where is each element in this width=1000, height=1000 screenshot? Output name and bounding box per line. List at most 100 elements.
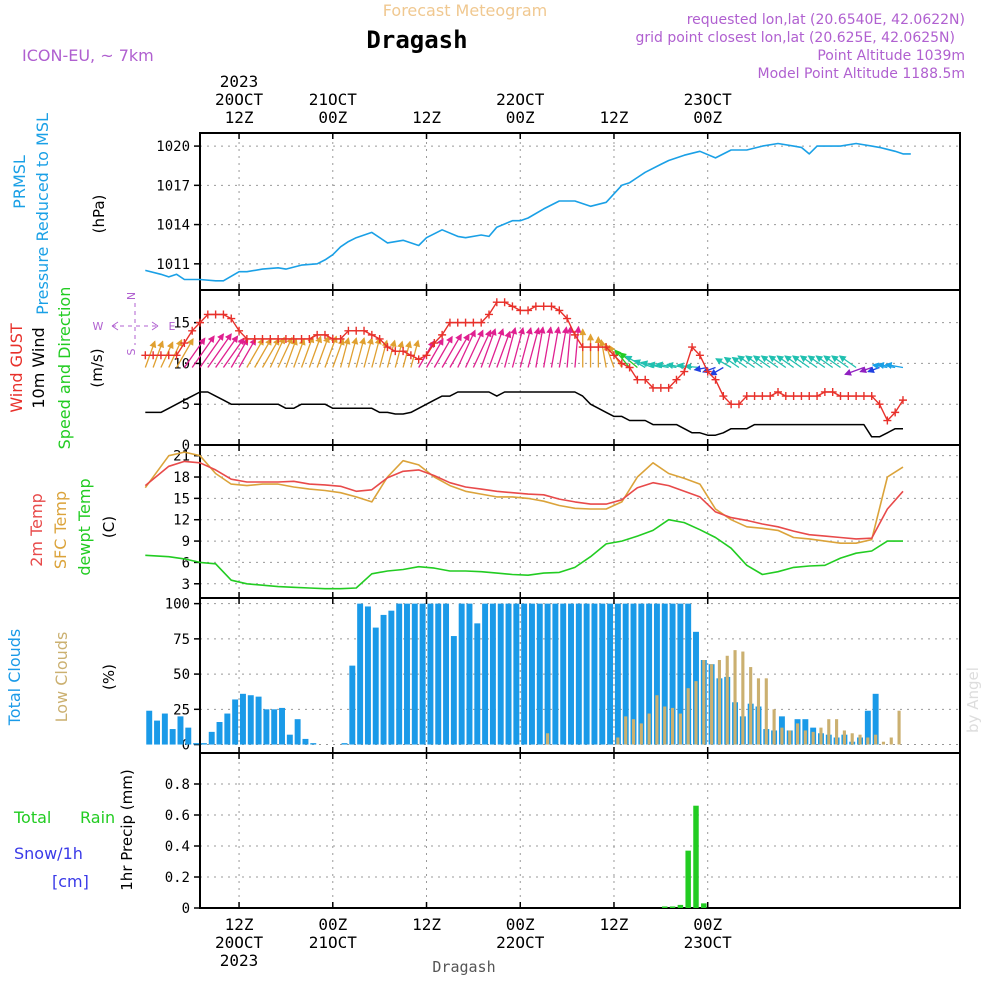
wind-arrow-head	[608, 344, 616, 353]
wind-arrow-shaft	[457, 330, 476, 368]
low-cloud-bar	[889, 737, 893, 745]
gust-point	[711, 375, 720, 384]
low-cloud-bar	[686, 688, 690, 745]
wind-arrow-head	[594, 335, 602, 343]
gust-point	[524, 306, 533, 315]
gust-point	[360, 326, 369, 335]
total-cloud-bar	[419, 603, 426, 745]
wind-arrow	[363, 337, 374, 368]
total-cloud-bar	[568, 603, 574, 745]
low-cloud-bar	[749, 667, 753, 745]
gust-point	[508, 302, 517, 311]
wind-arrow	[574, 325, 582, 368]
wind-arrow-head	[684, 363, 692, 371]
gust-point	[188, 326, 197, 335]
wind-arrow	[737, 355, 755, 369]
wind-arrow-head	[633, 359, 641, 366]
total-cloud-bar	[255, 696, 262, 745]
total-cloud-bar	[591, 603, 598, 745]
wind-arrow	[535, 326, 546, 368]
total-cloud-bar	[294, 719, 301, 745]
model-label: ICON-EU, ~ 7km	[22, 46, 154, 65]
total-cloud-bar	[560, 603, 567, 745]
wind-arrow-head	[823, 355, 831, 363]
total-cloud-bar	[607, 603, 614, 745]
wind-arrow	[402, 340, 412, 368]
wind-arrow	[355, 337, 366, 368]
gust-point	[734, 400, 743, 409]
total-cloud-bar	[677, 603, 684, 745]
wind-arrow-shaft	[543, 327, 552, 368]
wind-arrow-head	[776, 355, 785, 363]
wind-arrow-head	[871, 362, 880, 370]
wind-arrow-head	[157, 340, 164, 349]
top-time-label: 00Z	[693, 108, 722, 127]
panel-0: 1011 1014 1017 1020	[156, 132, 961, 291]
snow-unit: [cm]	[52, 872, 89, 891]
gust-point	[297, 334, 306, 343]
wind-arrow-head	[489, 328, 497, 336]
top-time-label: 23OCT	[684, 90, 733, 109]
point-altitude: Point Altitude 1039m	[817, 48, 965, 64]
wind-arrow-head	[768, 355, 777, 363]
wind-arrow-head	[587, 333, 595, 341]
wind-arrow-head	[224, 333, 232, 341]
total-cloud-bar	[161, 713, 168, 745]
total-cloud-bar	[364, 606, 371, 745]
wind-arrow-head	[807, 355, 816, 363]
gust-point	[258, 334, 267, 343]
temp-labels: 2m Temp SFC Temp dewpt Temp (C)	[27, 478, 118, 575]
wind-arrow	[464, 329, 484, 368]
dewpt-label: dewpt Temp	[75, 478, 94, 575]
low-cloud-bar	[702, 660, 706, 745]
total-cloud-bar	[146, 710, 153, 745]
wind-arrow	[799, 355, 818, 369]
wind-arrow	[550, 326, 562, 368]
wind-arrow-head	[831, 355, 839, 363]
wind-arrow	[527, 327, 541, 368]
model-altitude: Model Point Altitude 1188.5m	[758, 66, 965, 82]
wind-arrow	[823, 355, 841, 369]
total-cloud-bar	[661, 603, 668, 745]
top-time-label: 12Z	[225, 108, 254, 127]
rain-bar	[662, 906, 668, 908]
compass-n: N	[125, 292, 138, 300]
gust-point	[898, 396, 907, 405]
wind-arrow	[339, 337, 351, 368]
gust-point	[805, 392, 814, 401]
wind-arrow-head	[815, 355, 824, 363]
low-cloud-bar	[678, 713, 682, 745]
wind-arrow-head	[405, 340, 412, 349]
gust-point	[695, 351, 704, 360]
plot-layer: 1011101410171020051015369121518210255075…	[141, 72, 961, 970]
gust-point	[656, 383, 665, 392]
gust-point	[875, 400, 884, 409]
wind-arrow-shaft	[472, 330, 492, 368]
rain-label: Rain	[80, 808, 115, 827]
wind-arrow	[776, 355, 795, 369]
wind-arrow-shaft	[558, 327, 568, 368]
footer-name: Dragash	[432, 958, 495, 976]
wind-arrow-head	[876, 362, 885, 369]
wind-arrow	[867, 366, 880, 373]
y-tick-label: 100	[165, 597, 190, 613]
y-tick-label: 75	[173, 632, 190, 648]
gust-point	[547, 302, 556, 311]
y-tick-label: 0	[182, 901, 190, 917]
wind-labels: Wind GUST 10m Wind Speed and Direction (…	[7, 287, 176, 450]
total-cloud-bar	[489, 603, 496, 745]
gust-point	[633, 375, 642, 384]
wind-arrow-head	[518, 327, 525, 335]
wind-arrow-shaft	[488, 328, 504, 368]
total-cloud-bar	[286, 734, 293, 745]
gust-point	[781, 392, 790, 401]
total-cloud-bar	[528, 603, 535, 745]
pressure-label-1: PRMSL	[10, 155, 29, 209]
gust-point	[844, 392, 853, 401]
wind-arrow-head	[561, 326, 569, 334]
y-tick-label: 1017	[156, 178, 190, 194]
y-tick-label: 0	[182, 738, 190, 754]
wind-arrow	[876, 362, 896, 369]
wind-arrow-head	[366, 337, 374, 345]
low-cloud-bar	[780, 727, 784, 745]
